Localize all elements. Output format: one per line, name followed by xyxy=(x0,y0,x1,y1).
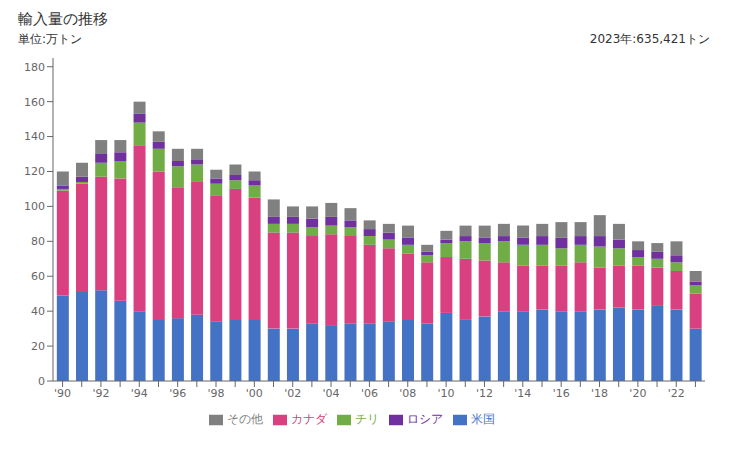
html-text:米国: 米国 xyxy=(470,412,495,426)
html-text:ロシア: ロシア xyxy=(406,412,443,426)
svg-text:20: 20 xyxy=(31,340,45,353)
svg-text:'98: '98 xyxy=(207,387,224,400)
svg-text:'06: '06 xyxy=(361,387,378,400)
svg-text:140: 140 xyxy=(24,130,45,143)
svg-text:'04: '04 xyxy=(323,387,340,400)
svg-text:'00: '00 xyxy=(246,387,263,400)
html-text:2023年:635,421トン: 2023年:635,421トン xyxy=(589,32,710,46)
svg-text:'08: '08 xyxy=(399,387,416,400)
svg-text:120: 120 xyxy=(24,165,45,178)
svg-text:160: 160 xyxy=(24,96,45,109)
svg-text:'10: '10 xyxy=(438,387,455,400)
svg-text:0: 0 xyxy=(38,375,45,388)
svg-text:'12: '12 xyxy=(476,387,493,400)
svg-text:80: 80 xyxy=(31,235,45,248)
html-text:カナダ: カナダ xyxy=(290,412,327,426)
svg-text:'02: '02 xyxy=(284,387,301,400)
html-text:輸入量の推移: 輸入量の推移 xyxy=(18,10,108,28)
svg-text:60: 60 xyxy=(31,270,45,283)
svg-text:'22: '22 xyxy=(668,387,685,400)
svg-text:100: 100 xyxy=(24,200,45,213)
svg-text:'16: '16 xyxy=(553,387,570,400)
svg-text:'20: '20 xyxy=(629,387,646,400)
svg-text:'96: '96 xyxy=(169,387,186,400)
svg-text:'90: '90 xyxy=(54,387,71,400)
html-text:単位:万トン: 単位:万トン xyxy=(18,32,82,46)
svg-text:'18: '18 xyxy=(591,387,608,400)
svg-text:40: 40 xyxy=(31,305,45,318)
svg-text:'94: '94 xyxy=(131,387,148,400)
html-text:チリ: チリ xyxy=(354,412,379,426)
html-text:その他: その他 xyxy=(226,412,263,426)
svg-text:180: 180 xyxy=(24,61,45,74)
svg-text:'14: '14 xyxy=(514,387,531,400)
svg-text:'92: '92 xyxy=(92,387,109,400)
